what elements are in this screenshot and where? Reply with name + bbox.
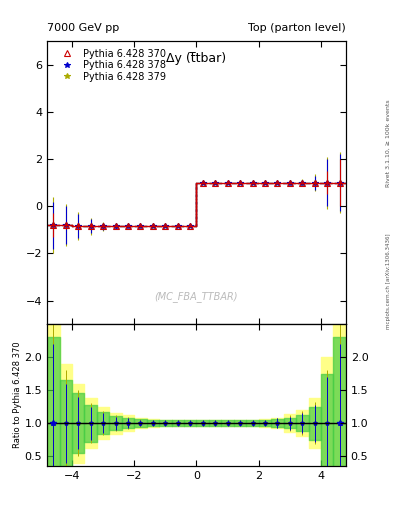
Pythia 6.428 378: [300, 180, 305, 186]
Pythia 6.428 370: [175, 223, 180, 229]
Line: Pythia 6.428 379: Pythia 6.428 379: [51, 180, 342, 229]
Pythia 6.428 379: [113, 223, 118, 229]
Pythia 6.428 370: [113, 223, 118, 229]
Text: (MC_FBA_TTBAR): (MC_FBA_TTBAR): [155, 291, 238, 302]
Pythia 6.428 370: [138, 223, 143, 229]
Pythia 6.428 379: [337, 180, 342, 186]
Pythia 6.428 378: [76, 223, 81, 229]
Pythia 6.428 370: [225, 180, 230, 186]
Pythia 6.428 370: [312, 180, 317, 186]
Pythia 6.428 378: [238, 180, 242, 186]
Pythia 6.428 370: [275, 180, 280, 186]
Pythia 6.428 379: [263, 180, 267, 186]
Pythia 6.428 379: [126, 223, 130, 229]
Pythia 6.428 379: [200, 180, 205, 186]
Pythia 6.428 379: [225, 180, 230, 186]
Text: Rivet 3.1.10, ≥ 100k events: Rivet 3.1.10, ≥ 100k events: [386, 99, 391, 187]
Pythia 6.428 378: [275, 180, 280, 186]
Pythia 6.428 379: [188, 223, 193, 229]
Pythia 6.428 378: [151, 223, 155, 229]
Y-axis label: Ratio to Pythia 6.428 370: Ratio to Pythia 6.428 370: [13, 342, 22, 449]
Pythia 6.428 378: [225, 180, 230, 186]
Legend: Pythia 6.428 370, Pythia 6.428 378, Pythia 6.428 379: Pythia 6.428 370, Pythia 6.428 378, Pyth…: [52, 46, 169, 84]
Pythia 6.428 379: [250, 180, 255, 186]
Pythia 6.428 370: [151, 223, 155, 229]
Pythia 6.428 370: [200, 180, 205, 186]
Pythia 6.428 379: [175, 223, 180, 229]
Line: Pythia 6.428 378: Pythia 6.428 378: [51, 180, 342, 229]
Pythia 6.428 370: [63, 222, 68, 228]
Pythia 6.428 370: [325, 180, 329, 186]
Pythia 6.428 378: [325, 180, 329, 186]
Pythia 6.428 370: [101, 223, 105, 229]
Pythia 6.428 378: [126, 223, 130, 229]
Line: Pythia 6.428 370: Pythia 6.428 370: [51, 180, 342, 229]
Pythia 6.428 378: [337, 180, 342, 186]
Pythia 6.428 378: [51, 222, 56, 228]
Pythia 6.428 379: [138, 223, 143, 229]
Pythia 6.428 378: [263, 180, 267, 186]
Pythia 6.428 370: [188, 223, 193, 229]
Pythia 6.428 378: [163, 223, 168, 229]
Pythia 6.428 378: [188, 223, 193, 229]
Pythia 6.428 379: [238, 180, 242, 186]
Pythia 6.428 370: [163, 223, 168, 229]
Pythia 6.428 370: [288, 180, 292, 186]
Pythia 6.428 379: [213, 180, 218, 186]
Pythia 6.428 378: [138, 223, 143, 229]
Pythia 6.428 378: [101, 223, 105, 229]
Pythia 6.428 370: [51, 222, 56, 228]
Text: Top (parton level): Top (parton level): [248, 23, 346, 33]
Pythia 6.428 378: [113, 223, 118, 229]
Pythia 6.428 370: [337, 180, 342, 186]
Pythia 6.428 370: [213, 180, 218, 186]
Pythia 6.428 379: [51, 222, 56, 228]
Pythia 6.428 379: [63, 222, 68, 228]
Pythia 6.428 379: [325, 180, 329, 186]
Pythia 6.428 378: [288, 180, 292, 186]
Pythia 6.428 379: [288, 180, 292, 186]
Pythia 6.428 379: [88, 223, 93, 229]
Pythia 6.428 378: [88, 223, 93, 229]
Pythia 6.428 378: [200, 180, 205, 186]
Text: mcplots.cern.ch [arXiv:1306.3436]: mcplots.cern.ch [arXiv:1306.3436]: [386, 234, 391, 329]
Pythia 6.428 379: [163, 223, 168, 229]
Pythia 6.428 379: [300, 180, 305, 186]
Pythia 6.428 370: [250, 180, 255, 186]
Pythia 6.428 378: [63, 222, 68, 228]
Pythia 6.428 378: [312, 180, 317, 186]
Pythia 6.428 379: [101, 223, 105, 229]
Pythia 6.428 379: [275, 180, 280, 186]
Pythia 6.428 378: [250, 180, 255, 186]
Pythia 6.428 379: [151, 223, 155, 229]
Text: Δy (t̅tbar): Δy (t̅tbar): [167, 52, 226, 66]
Pythia 6.428 370: [126, 223, 130, 229]
Pythia 6.428 370: [300, 180, 305, 186]
Pythia 6.428 379: [312, 180, 317, 186]
Pythia 6.428 379: [76, 223, 81, 229]
Pythia 6.428 370: [238, 180, 242, 186]
Pythia 6.428 378: [213, 180, 218, 186]
Pythia 6.428 378: [175, 223, 180, 229]
Pythia 6.428 370: [88, 223, 93, 229]
Pythia 6.428 370: [263, 180, 267, 186]
Pythia 6.428 370: [76, 223, 81, 229]
Text: 7000 GeV pp: 7000 GeV pp: [47, 23, 119, 33]
